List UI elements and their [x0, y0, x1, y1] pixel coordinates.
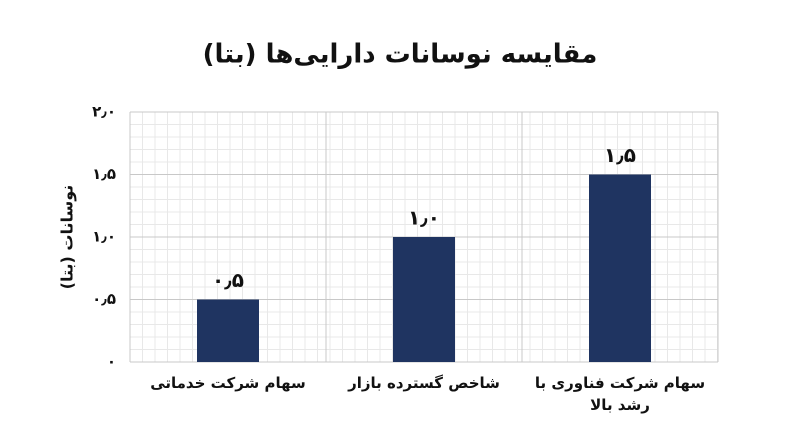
bar	[393, 237, 455, 362]
chart-title: مقایسه نوسانات دارایی‌ها (بتا)	[203, 40, 598, 70]
bar	[197, 299, 259, 362]
x-tick-label: سهام شرکت فناوری با رشد بالا	[534, 374, 706, 414]
value-label: ۰٫۵	[212, 268, 244, 292]
x-tick-label: شاخص گسترده بازار	[348, 374, 500, 392]
y-tick-label: ۲٫۰	[92, 103, 116, 121]
value-label: ۱٫۰	[408, 206, 440, 230]
x-tick-label: سهام شرکت خدماتی	[150, 374, 306, 392]
y-tick-label: ۱٫۰	[92, 228, 116, 246]
bar	[589, 174, 651, 362]
y-tick-label: ۰٫۵	[92, 290, 116, 308]
y-axis-label: نوسانات (بتا)	[58, 185, 77, 290]
y-tick-label: ۰	[107, 353, 116, 371]
y-tick-label: ۱٫۵	[92, 165, 116, 183]
value-label: ۱٫۵	[604, 143, 636, 167]
